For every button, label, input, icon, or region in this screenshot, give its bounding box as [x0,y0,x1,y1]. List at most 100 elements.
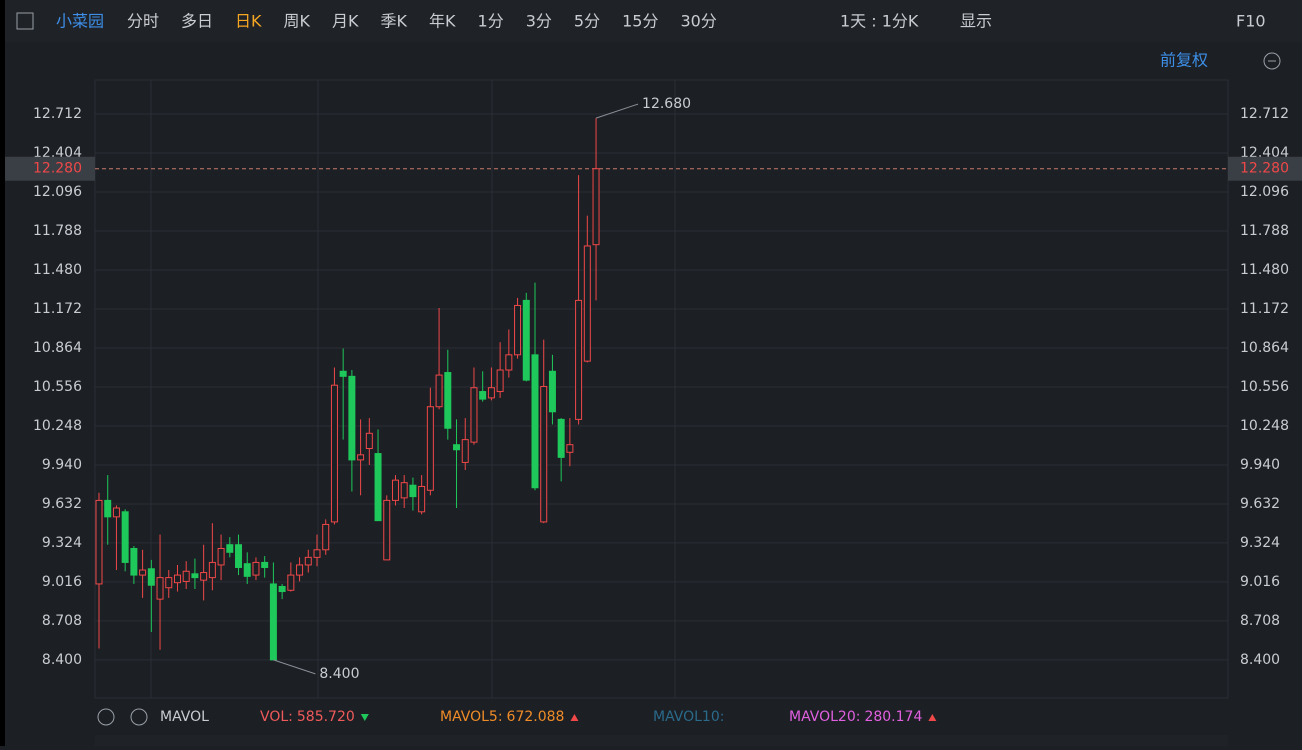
zoom-out[interactable] [1263,52,1281,70]
candle-body [173,574,181,584]
y-tick-label-right: 11.172 [1240,301,1289,317]
candle-body [400,482,408,499]
indicator-label: MAVOL5: [440,709,503,725]
candle-body [304,556,312,566]
candle-body [147,568,155,586]
tab[interactable]: 多日 [181,12,213,31]
sub-header [5,42,1302,80]
y-tick-label-right: 8.400 [1240,652,1280,668]
y-tick-label-right: 9.016 [1240,574,1280,590]
sidebar-icon[interactable] [16,12,34,30]
y-tick-label-right: 11.788 [1240,223,1289,239]
display-menu[interactable]: 显示 [960,12,992,31]
y-tick-label: 9.940 [42,457,82,473]
f10-button[interactable]: F10 [1236,12,1266,31]
tab[interactable]: 15分 [622,12,658,31]
annotation-leader [273,659,316,675]
candle-body [383,499,391,561]
candle-body [514,304,522,356]
candle-body [444,372,452,429]
left-edge [0,0,5,746]
candle-body [496,369,504,393]
candle-body [566,444,574,453]
candle-body [592,168,600,246]
trend-arrow [570,714,579,721]
candle-body [505,354,513,371]
toolbar [5,0,1302,42]
y-tick-label-right: 9.324 [1240,535,1280,551]
y-tick-label: 9.632 [42,496,82,512]
candle-body [296,564,304,576]
candle-body [348,375,356,461]
candle-body [409,484,417,498]
candle-body [252,561,260,576]
settings-icon[interactable] [97,708,115,726]
y-tick-label: 12.712 [33,106,82,122]
candle-body [575,299,583,420]
period-select[interactable]: 1天 : 1分K [840,12,919,31]
indicator-value: 585.720 [297,709,355,725]
y-tick-label-right: 12.712 [1240,106,1289,122]
candle-body [426,406,434,491]
candle-body [522,299,530,381]
candle-body [479,391,487,400]
candle-body [557,418,565,458]
candle-body [418,485,426,513]
close-icon[interactable] [130,708,148,726]
tab[interactable]: 日K [235,12,262,31]
y-tick-label-right: 9.940 [1240,457,1280,473]
stock-name[interactable]: 小菜园 [56,12,104,31]
last-price-label-right: 12.280 [1240,161,1289,177]
candle-body [548,370,556,413]
y-tick-label: 10.556 [33,379,82,395]
candle-body [95,499,103,585]
tab[interactable]: 3分 [526,12,552,31]
tab[interactable]: 月K [332,12,359,31]
candle-body [243,563,251,577]
candle-body [112,507,120,518]
candle-body [139,569,147,576]
candle-body [156,577,164,600]
candle-body [261,561,269,568]
y-tick-label: 12.096 [33,184,82,200]
candle-body [278,585,286,593]
candle-body [435,374,443,408]
candle-body [365,432,373,449]
candle-body [313,549,321,558]
indicator-label: MAVOL10: [653,709,724,725]
candle-body [226,544,234,553]
tab[interactable]: 季K [381,12,408,31]
last-price-tag [5,156,95,181]
y-tick-label-right: 9.632 [1240,496,1280,512]
adjust-mode[interactable]: 前复权 [1160,51,1208,70]
tab[interactable]: 5分 [574,12,600,31]
y-tick-label: 8.708 [42,613,82,629]
candle-body [583,245,591,362]
y-tick-label-right: 10.556 [1240,379,1289,395]
plot-area [94,79,1229,699]
tab[interactable]: 年K [429,12,456,31]
y-tick-label: 11.480 [33,262,82,278]
y-tick-label: 9.324 [42,535,82,551]
candle-body [165,577,173,589]
candle-body [182,570,190,582]
tab[interactable]: 1分 [478,12,504,31]
indicator-name[interactable]: MAVOL [160,709,209,725]
candle-body [191,573,199,579]
tab[interactable]: 周K [284,12,311,31]
annotation-label: 8.400 [319,666,359,682]
trend-arrow [360,714,369,721]
y-tick-label-right: 10.248 [1240,418,1289,434]
last-price-tag-right [1228,156,1302,181]
indicator-value: 672.088 [507,709,565,725]
candle-body [374,453,382,522]
tab[interactable]: 分时 [127,12,159,31]
tab[interactable]: 30分 [680,12,716,31]
candle-body [453,444,461,451]
trend-arrow [928,714,937,721]
candle-body [339,370,347,377]
last-price-label: 12.280 [33,161,82,177]
y-tick-label-right: 12.096 [1240,184,1289,200]
volume-pane [95,735,1228,746]
